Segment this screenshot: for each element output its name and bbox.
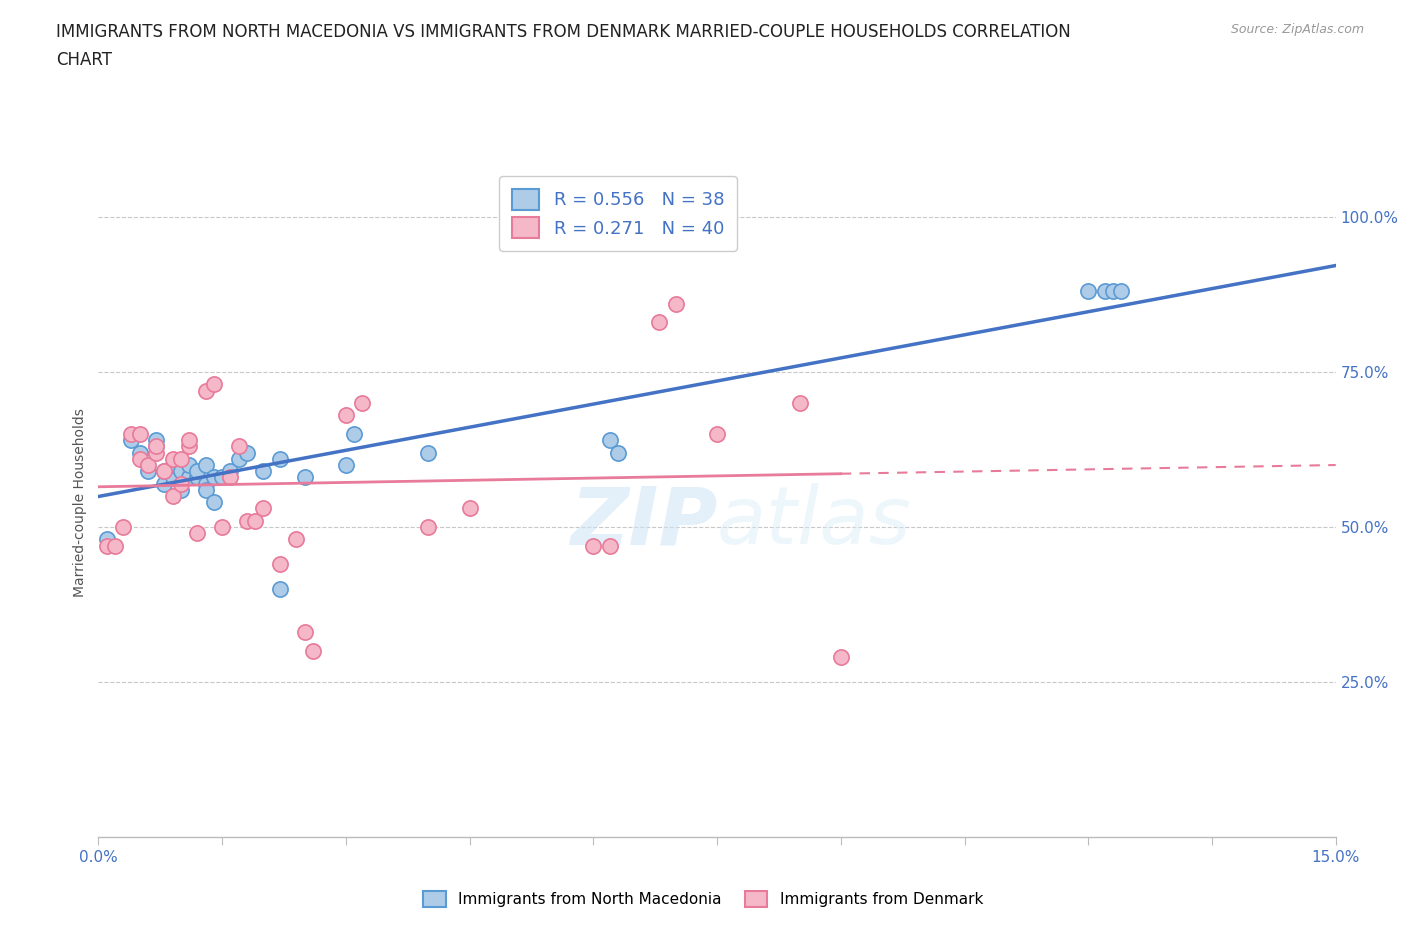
Point xyxy=(153,464,176,479)
Text: ZIP: ZIP xyxy=(569,484,717,562)
Point xyxy=(179,458,201,472)
Point xyxy=(170,476,193,491)
Point xyxy=(236,513,259,528)
Point xyxy=(228,451,250,466)
Point xyxy=(252,464,274,479)
Legend: Immigrants from North Macedonia, Immigrants from Denmark: Immigrants from North Macedonia, Immigra… xyxy=(416,884,990,913)
Point xyxy=(104,538,127,553)
Text: Source: ZipAtlas.com: Source: ZipAtlas.com xyxy=(1230,23,1364,36)
Point xyxy=(607,445,630,460)
Point xyxy=(153,464,176,479)
Point xyxy=(145,432,167,447)
Point xyxy=(648,315,671,330)
Point xyxy=(194,383,217,398)
Point xyxy=(186,525,208,540)
Point xyxy=(285,532,308,547)
Point xyxy=(128,451,150,466)
Point xyxy=(335,408,357,423)
Point xyxy=(186,464,208,479)
Point xyxy=(179,470,201,485)
Point xyxy=(458,501,481,516)
Point xyxy=(830,650,852,665)
Text: atlas: atlas xyxy=(717,484,912,562)
Point xyxy=(153,476,176,491)
Point xyxy=(162,488,184,503)
Point xyxy=(194,458,217,472)
Point xyxy=(236,445,259,460)
Point xyxy=(789,395,811,410)
Point xyxy=(599,538,621,553)
Point xyxy=(706,427,728,442)
Point xyxy=(179,432,201,447)
Legend: R = 0.556   N = 38, R = 0.271   N = 40: R = 0.556 N = 38, R = 0.271 N = 40 xyxy=(499,177,737,251)
Point xyxy=(1094,284,1116,299)
Text: CHART: CHART xyxy=(56,51,112,69)
Point xyxy=(294,625,316,640)
Point xyxy=(269,581,291,596)
Point xyxy=(145,439,167,454)
Text: IMMIGRANTS FROM NORTH MACEDONIA VS IMMIGRANTS FROM DENMARK MARRIED-COUPLE HOUSEH: IMMIGRANTS FROM NORTH MACEDONIA VS IMMIG… xyxy=(56,23,1071,41)
Point xyxy=(418,520,440,535)
Point xyxy=(194,483,217,498)
Point xyxy=(269,557,291,572)
Point xyxy=(202,377,225,392)
Point xyxy=(418,445,440,460)
Point xyxy=(343,427,366,442)
Point xyxy=(162,458,184,472)
Point xyxy=(96,532,118,547)
Point xyxy=(202,495,225,510)
Point xyxy=(352,395,374,410)
Point xyxy=(211,470,233,485)
Point xyxy=(228,439,250,454)
Point xyxy=(582,538,605,553)
Point xyxy=(302,644,325,658)
Point xyxy=(112,520,135,535)
Point xyxy=(202,470,225,485)
Point xyxy=(243,513,266,528)
Point xyxy=(170,464,193,479)
Point xyxy=(665,297,688,312)
Point xyxy=(120,432,142,447)
Point xyxy=(186,470,208,485)
Point xyxy=(179,439,201,454)
Point xyxy=(162,470,184,485)
Point xyxy=(194,476,217,491)
Point xyxy=(120,427,142,442)
Y-axis label: Married-couple Households: Married-couple Households xyxy=(73,407,87,597)
Point xyxy=(136,458,159,472)
Point xyxy=(294,470,316,485)
Point xyxy=(145,439,167,454)
Point xyxy=(136,464,159,479)
Point xyxy=(1109,284,1132,299)
Point xyxy=(162,451,184,466)
Point xyxy=(170,451,193,466)
Point xyxy=(599,432,621,447)
Point xyxy=(1077,284,1099,299)
Point xyxy=(219,470,242,485)
Point xyxy=(269,451,291,466)
Point xyxy=(335,458,357,472)
Point xyxy=(145,445,167,460)
Point xyxy=(252,501,274,516)
Point xyxy=(128,427,150,442)
Point xyxy=(219,464,242,479)
Point xyxy=(1102,284,1125,299)
Point xyxy=(128,445,150,460)
Point xyxy=(211,520,233,535)
Point xyxy=(96,538,118,553)
Point xyxy=(170,483,193,498)
